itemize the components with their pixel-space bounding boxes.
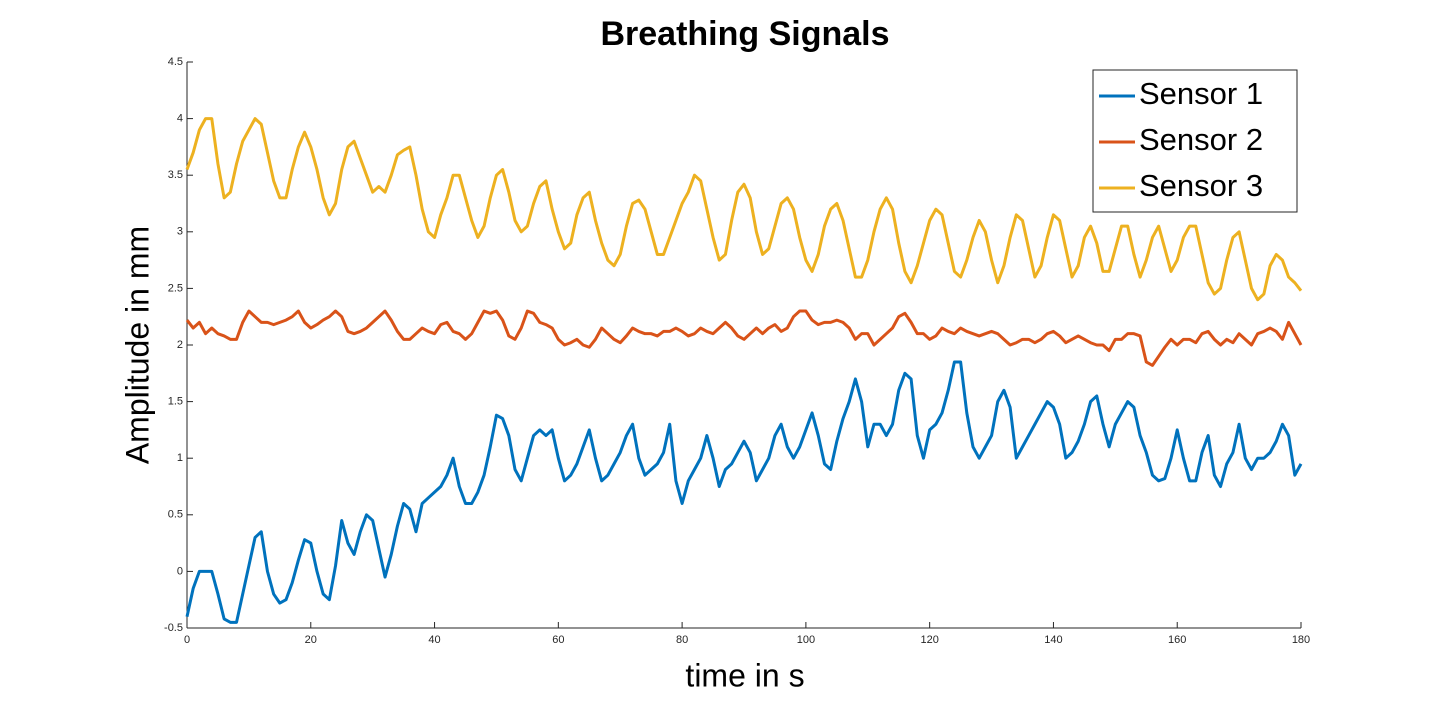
y-tick-label: 0	[177, 565, 183, 577]
x-axis-label: time in s	[685, 657, 804, 693]
x-tick-label: 120	[920, 634, 938, 646]
legend-label: Sensor 1	[1139, 76, 1263, 111]
x-tick-label: 20	[305, 634, 317, 646]
y-tick-label: 3.5	[168, 169, 183, 181]
x-tick-label: 160	[1168, 634, 1186, 646]
series-line	[185, 309, 1303, 367]
y-axis-label: Amplitude in mm	[119, 226, 155, 464]
y-tick-label: 1.5	[168, 396, 183, 408]
y-tick-label: 4	[177, 113, 183, 125]
legend-label: Sensor 2	[1139, 122, 1263, 157]
y-tick-label: 3	[177, 226, 183, 238]
x-tick-label: 80	[676, 634, 688, 646]
x-tick-label: 40	[428, 634, 440, 646]
y-tick-label: 2	[177, 339, 183, 351]
x-tick-label: 180	[1292, 634, 1310, 646]
chart-title: Breathing Signals	[600, 15, 889, 53]
x-tick-label: 0	[184, 634, 190, 646]
x-tick-label: 100	[797, 634, 815, 646]
series-line	[185, 360, 1303, 624]
y-tick-label: 1	[177, 452, 183, 464]
y-tick-label: 4.5	[168, 56, 183, 68]
x-tick-label: 60	[552, 634, 564, 646]
legend-label: Sensor 3	[1139, 168, 1263, 203]
series-line	[185, 117, 1303, 302]
y-tick-label: 2.5	[168, 282, 183, 294]
y-tick-label: 0.5	[168, 509, 183, 521]
y-tick-label: -0.5	[164, 622, 183, 634]
x-tick-label: 140	[1044, 634, 1062, 646]
